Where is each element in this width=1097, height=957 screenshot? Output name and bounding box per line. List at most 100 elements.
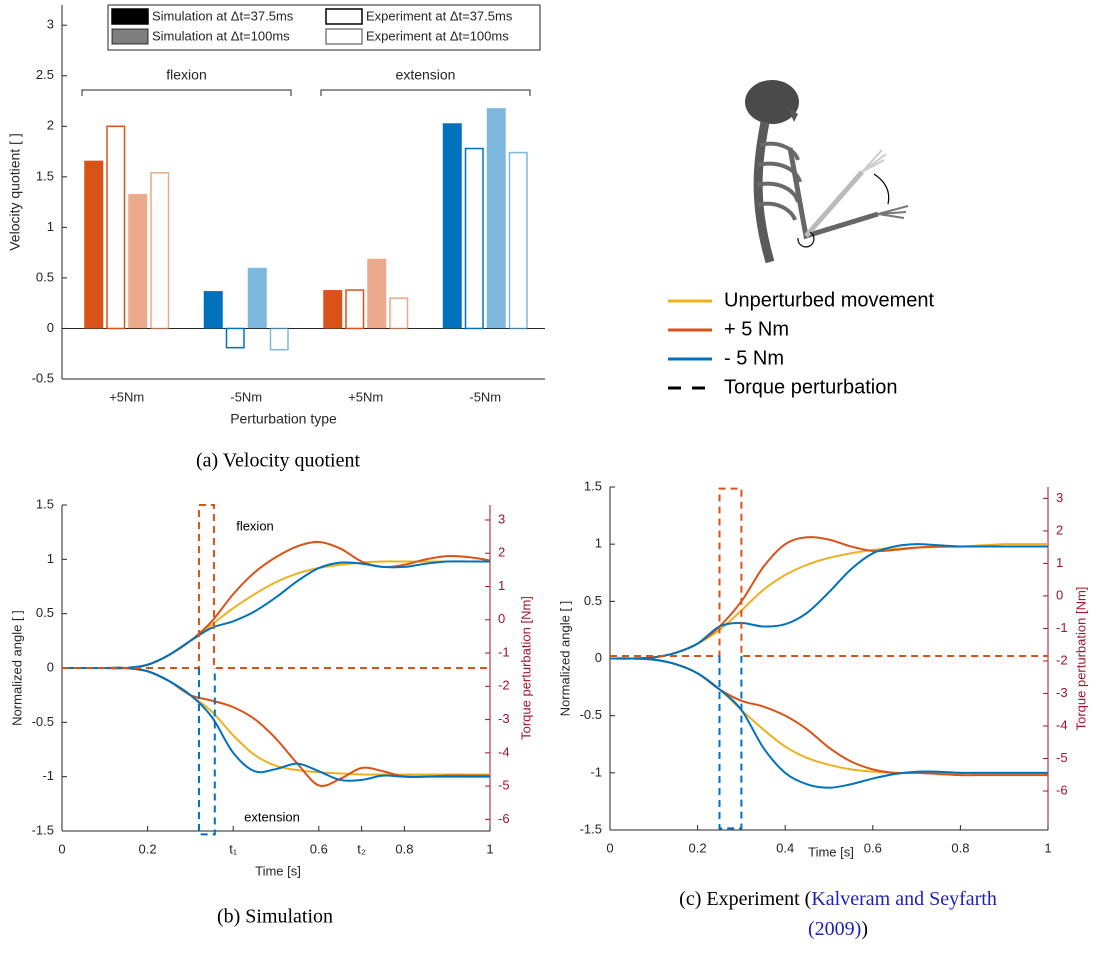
figure: -0.500.511.522.53+5Nm-5Nm+5Nm-5Nmflexion… — [0, 0, 1097, 957]
x-tick-label: 0.4 — [776, 840, 794, 855]
y-tick-label: 3 — [47, 17, 54, 32]
x-tick-label: t₁ — [229, 841, 238, 856]
y-tick-label: 0.5 — [36, 269, 54, 284]
y2-tick-label: 0 — [1056, 587, 1063, 602]
group-label: flexion — [166, 67, 206, 83]
y2-tick-label: -2 — [498, 678, 510, 693]
bar — [84, 161, 103, 329]
y2-tick-label: -5 — [498, 778, 510, 793]
torque-line — [720, 656, 742, 828]
y-tick-label: 1.5 — [584, 478, 602, 493]
y2-tick-label: 3 — [498, 511, 505, 526]
bar — [390, 298, 408, 328]
x-tick-label: 0 — [606, 840, 613, 855]
x-tick-label: 0.2 — [689, 840, 707, 855]
y2-tick-label: -3 — [498, 711, 510, 726]
y2-tick-label: -6 — [1056, 782, 1068, 797]
group-label: extension — [396, 67, 456, 83]
y2-tick-label: 2 — [1056, 522, 1063, 537]
y2-tick-label: -5 — [1056, 750, 1068, 765]
caption: (a) Velocity quotient — [196, 450, 360, 472]
y-tick-label: -1 — [42, 768, 54, 783]
bar — [510, 153, 528, 329]
y-tick-label: 0 — [47, 320, 54, 335]
y-tick-label: 0 — [595, 650, 602, 665]
bar — [271, 328, 289, 349]
skeleton-illustration — [745, 80, 908, 262]
bar — [466, 149, 484, 329]
y-tick-label: 1 — [595, 536, 602, 551]
bar — [204, 291, 223, 328]
y-tick-label: -1 — [590, 764, 602, 779]
y-tick-label: 1.5 — [36, 496, 54, 511]
bar — [487, 108, 506, 328]
x-tick-label: 0.8 — [395, 841, 413, 856]
skull — [745, 80, 799, 124]
y-axis-label: Torque perturbation [Nm] — [518, 596, 533, 740]
legend-swatch — [112, 9, 148, 24]
angle-line — [62, 668, 490, 781]
y-axis-label: Normalized angle [ ] — [9, 610, 24, 726]
legend-swatch — [326, 9, 362, 24]
arm — [790, 148, 878, 236]
bar — [227, 328, 245, 347]
legend-swatch — [112, 29, 148, 44]
y-tick-label: 0.5 — [584, 593, 602, 608]
y2-tick-label: 2 — [498, 545, 505, 560]
legend-label: Simulation at Δt=100ms — [152, 28, 290, 43]
legend-label: Experiment at Δt=37.5ms — [366, 8, 513, 23]
x-axis-label: Time [s] — [255, 863, 301, 878]
angle-line — [610, 544, 1048, 659]
x-tick-label: 0.8 — [951, 840, 969, 855]
raised-hand — [862, 150, 886, 172]
y-tick-label: -0.5 — [32, 714, 54, 729]
bar — [107, 126, 125, 328]
x-tick-label: 0.2 — [139, 841, 157, 856]
x-tick-label: 1 — [486, 841, 493, 856]
y2-tick-label: 1 — [1056, 555, 1063, 570]
y-tick-label: 2 — [47, 118, 54, 133]
bar — [346, 290, 364, 328]
y-axis-label: Torque perturbation [Nm] — [1073, 587, 1088, 731]
y2-tick-label: -6 — [498, 811, 510, 826]
angle-line — [610, 658, 1048, 773]
torque-line — [62, 505, 490, 668]
bar — [367, 259, 386, 329]
x-tick-label: 1 — [1044, 840, 1051, 855]
torque-line — [610, 489, 1048, 656]
y2-tick-label: -1 — [498, 644, 510, 659]
annotation: flexion — [236, 518, 274, 533]
y-tick-label: -0.5 — [32, 370, 54, 385]
y2-tick-label: -1 — [1056, 620, 1068, 635]
x-tick-label: -5Nm — [469, 389, 501, 404]
x-tick-label: 0 — [58, 841, 65, 856]
bar — [151, 173, 169, 329]
citation-link: Kalveram and Seyfarth — [811, 888, 996, 910]
bar — [248, 268, 267, 329]
y2-tick-label: 0 — [498, 611, 505, 626]
y-tick-label: -1.5 — [580, 821, 602, 836]
caption-part: (c) Experiment ( — [679, 888, 811, 910]
y2-tick-label: -4 — [498, 744, 510, 759]
citation: ) — [861, 918, 868, 940]
x-axis-label: Time [s] — [808, 844, 854, 859]
legend-label: Experiment at Δt=100ms — [366, 28, 509, 43]
caption: (c) Experiment (Kalveram and Seyfarth — [679, 888, 997, 910]
y-tick-label: 1.5 — [36, 168, 54, 183]
group-bracket — [82, 90, 291, 96]
y-tick-label: -1.5 — [32, 822, 54, 837]
bar — [443, 123, 462, 328]
x-axis-label: Perturbation type — [230, 411, 337, 427]
legend-label: + 5 Nm — [724, 318, 789, 340]
legend-label: Simulation at Δt=37.5ms — [152, 8, 294, 23]
angle-line — [62, 561, 490, 668]
caption: (2009)) — [808, 918, 868, 940]
x-tick-label: t₂ — [357, 841, 366, 856]
motion-arrow — [874, 174, 889, 204]
y-tick-label: 0.5 — [36, 605, 54, 620]
angle-line — [610, 544, 1048, 658]
annotation: extension — [244, 809, 300, 824]
legend-swatch — [326, 29, 362, 44]
y-axis-label: Velocity quotient [ ] — [7, 133, 23, 251]
angle-line — [610, 537, 1048, 658]
